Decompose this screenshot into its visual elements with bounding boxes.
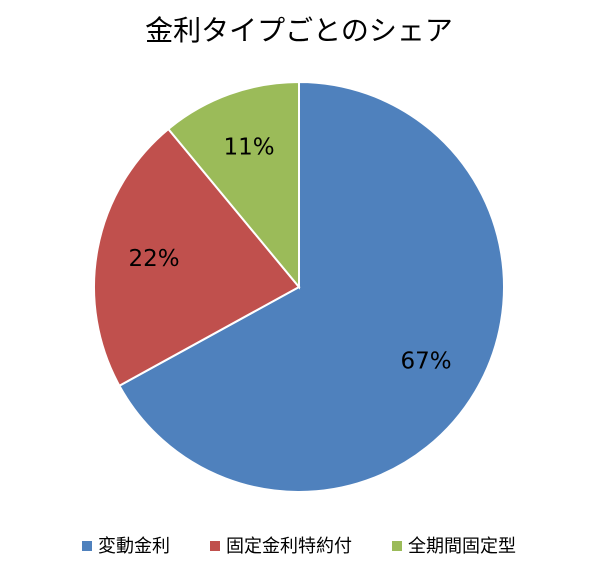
data-label: 67% (400, 349, 451, 375)
pie-slice (93, 127, 301, 388)
pie-slice (166, 80, 300, 290)
legend-label: 固定金利特約付 (226, 536, 352, 557)
chart-title: 金利タイプごとのシェア (145, 14, 453, 47)
legend-swatch (82, 541, 92, 551)
data-label: 22% (128, 246, 179, 272)
legend-label: 全期間固定型 (408, 536, 516, 557)
legend-swatch (392, 541, 402, 551)
legend-swatch (210, 541, 220, 551)
pie-slice (117, 80, 505, 493)
legend-label: 変動金利 (98, 536, 170, 557)
data-label: 11% (223, 135, 274, 161)
